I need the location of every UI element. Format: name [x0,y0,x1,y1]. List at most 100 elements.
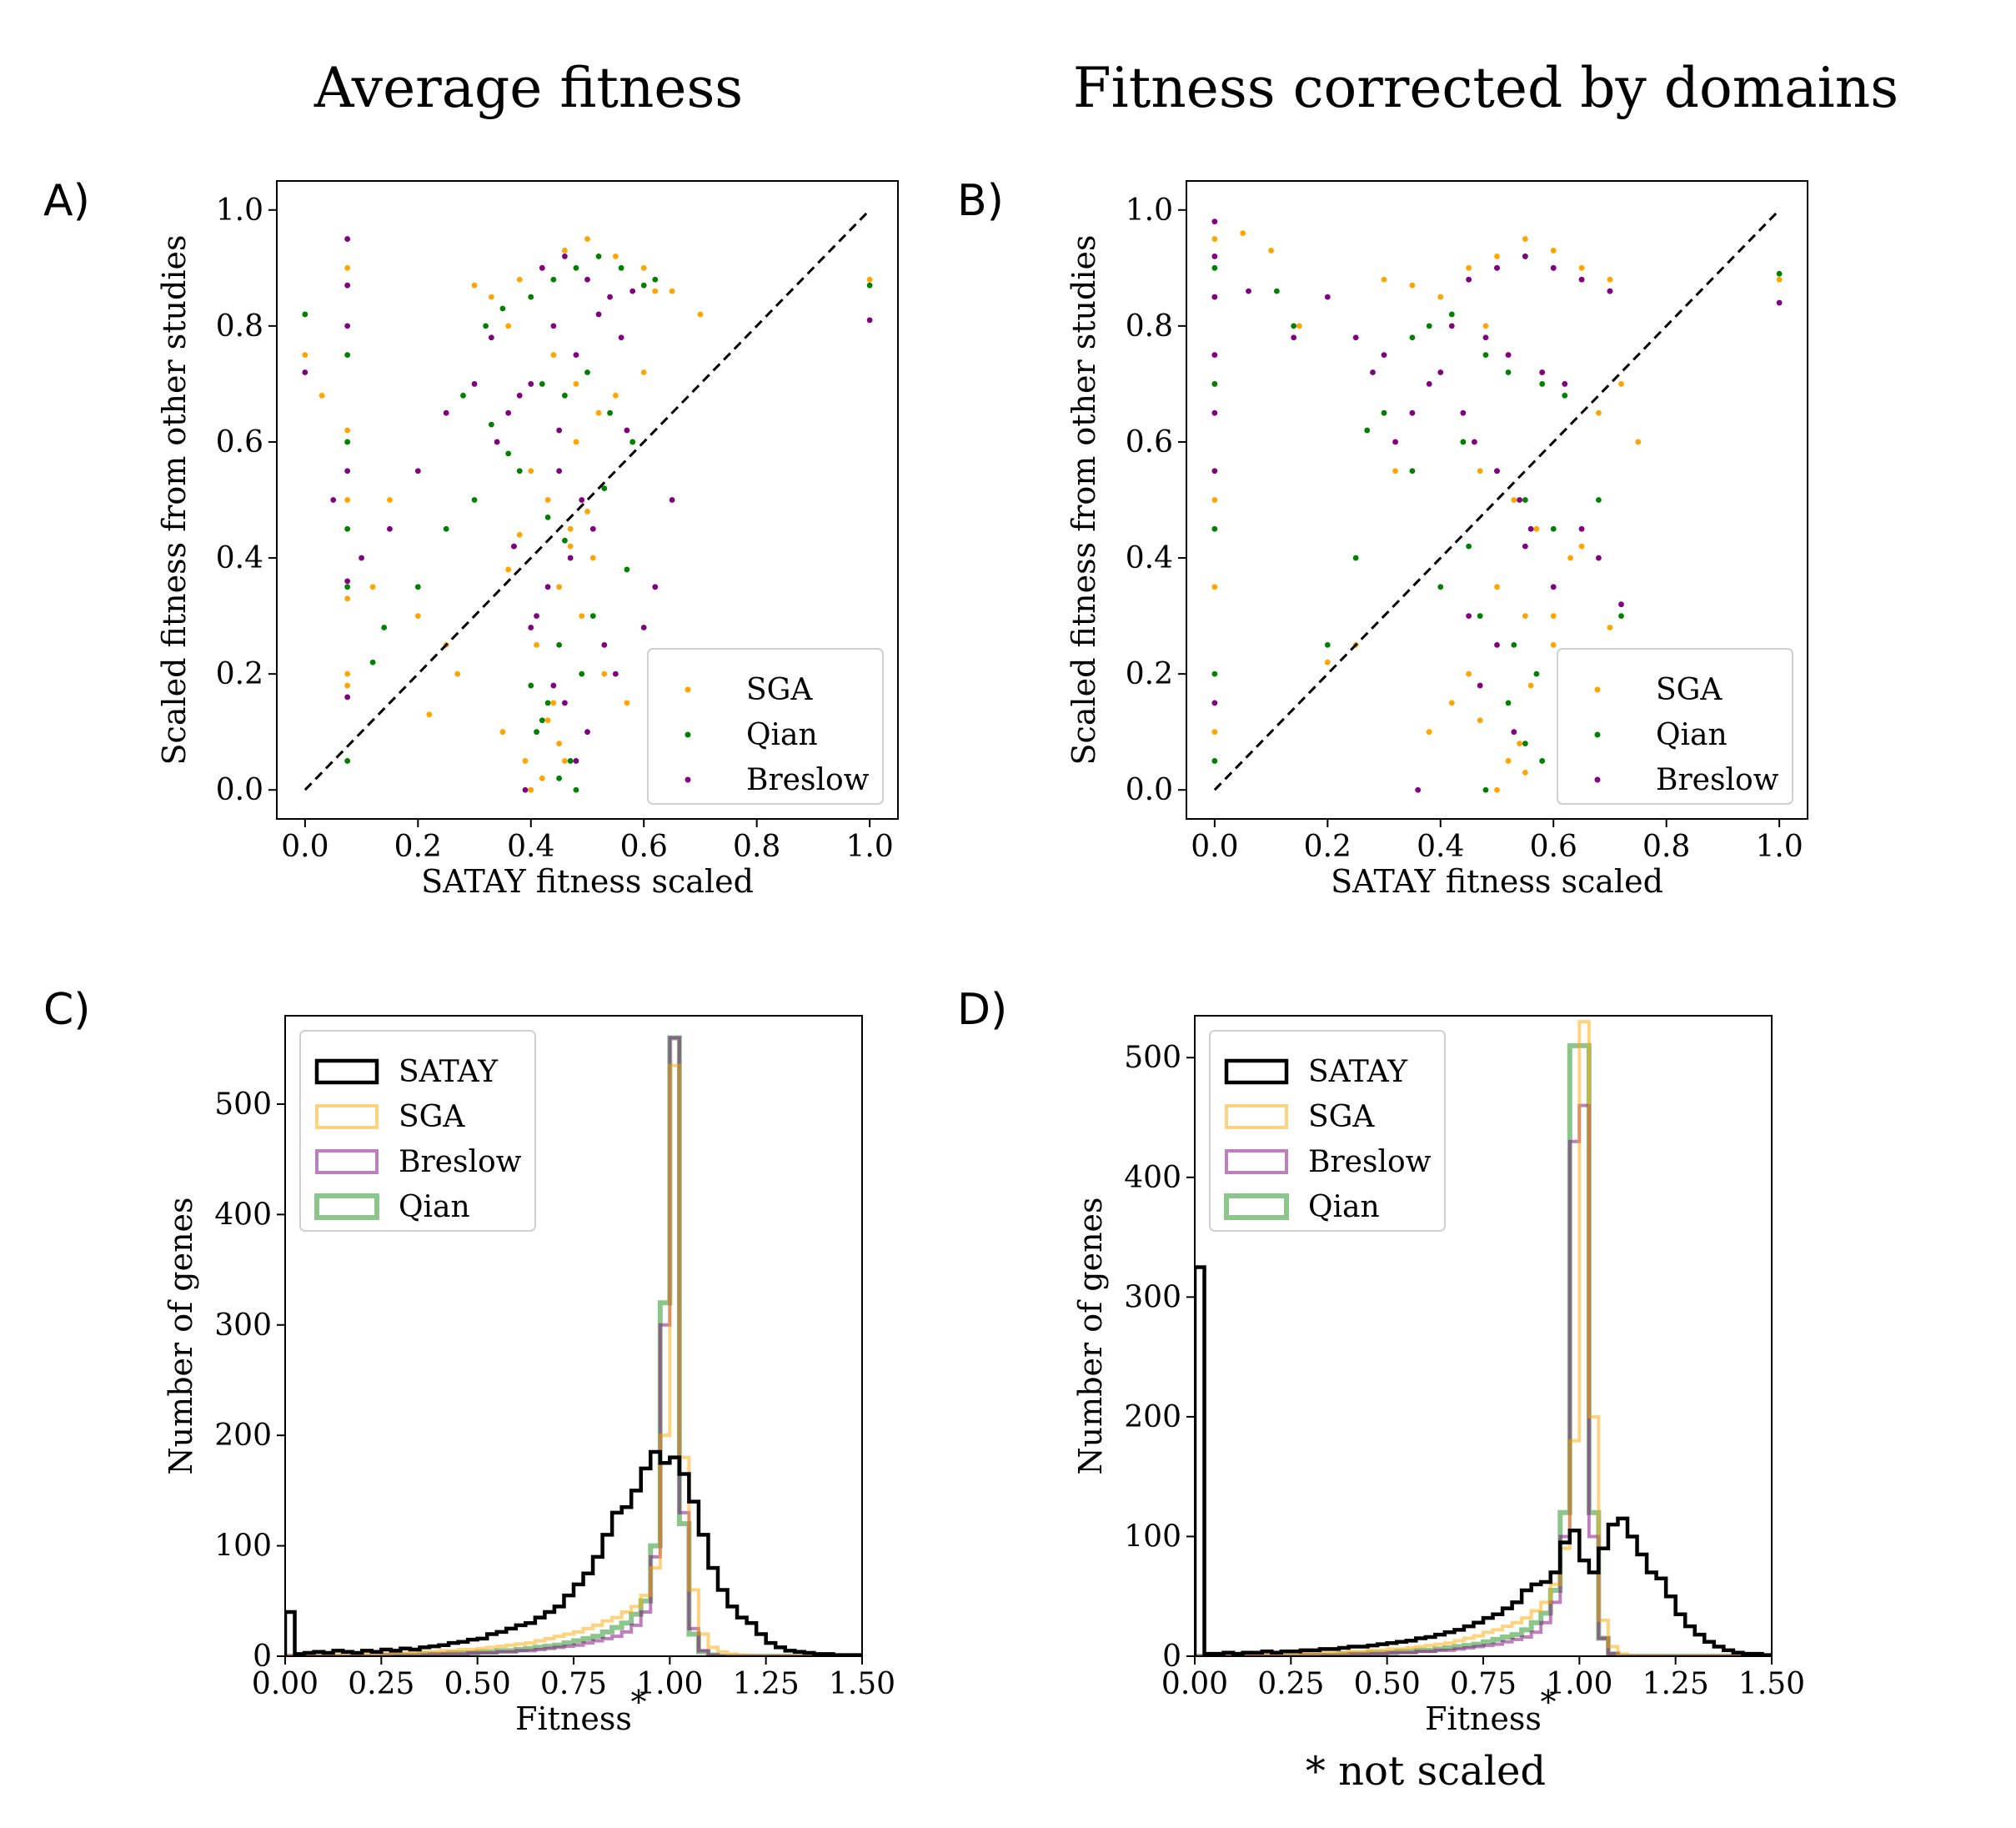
data-point [1578,543,1585,550]
data-point [1494,584,1500,590]
data-point [629,288,636,294]
data-point [573,439,579,445]
data-point [1550,584,1557,590]
y-tick-label: 400 [214,1198,272,1232]
legend-item: SATAY [1224,1055,1408,1089]
data-point [1460,409,1467,416]
data-point [344,758,351,764]
x-tick-label: 1.00 [1546,1667,1612,1701]
data-point [618,334,624,341]
data-point [443,409,449,416]
data-point [1477,717,1483,724]
data-point [1562,381,1568,387]
data-point [640,282,647,289]
legend-item: Qian [1224,1190,1380,1224]
legend-label: Qian [746,718,818,752]
data-point [1527,525,1534,532]
histogram-satay [1195,1265,1772,1656]
data-point [1415,786,1422,793]
y-axis-label: Number of genes [1072,1197,1109,1474]
legend-label: SGA [399,1100,465,1134]
data-point [1392,439,1398,445]
data-point [1296,323,1302,329]
legend-swatch [1224,1193,1289,1220]
data-point [344,352,351,359]
data-point [344,468,351,475]
y-tick-label: 0.2 [1126,657,1173,691]
x-tick-label: 0.75 [1450,1667,1517,1701]
data-point [556,468,563,475]
data-point [652,288,659,294]
data-point [1776,270,1783,277]
data-point [866,317,873,324]
data-point [1517,497,1522,503]
x-axis-label: SATAY fitness scaled [1331,863,1663,900]
data-point [505,409,512,416]
data-point [1472,439,1477,445]
scatter-chart-a: 0.0 0.2 0.4 0.6 0.8 1.0 0.0 0.2 0.4 0.6 0.8 1.0 SATA… [156,180,899,900]
data-point [1211,264,1218,271]
data-point [556,775,563,781]
histogram-sga [1195,1020,1772,1656]
legend-swatch [315,1149,379,1174]
data-point [528,294,534,300]
data-point [1596,409,1602,416]
data-point [629,439,636,445]
legend: SATAY SGA Breslow Qian [299,1030,536,1232]
data-point [1352,334,1359,341]
data-point [1618,601,1624,608]
data-point [1533,525,1540,532]
data-point [595,409,602,416]
data-point [1211,409,1218,416]
x-tick-label: 0.2 [1304,830,1352,864]
legend-item: Qian [314,1190,470,1224]
data-point [1505,352,1512,359]
data-point [488,294,494,300]
data-point [330,497,337,503]
panel-letter-b: B) [957,176,1004,226]
data-point [562,537,568,544]
y-tick-label: 500 [1124,1041,1181,1075]
data-point [528,381,534,387]
data-point [1511,641,1517,648]
data-point [612,254,619,259]
data-point [344,584,351,590]
data-point [1324,659,1331,665]
data-point [652,276,659,283]
legend-marker [685,686,691,693]
data-point [302,311,308,318]
data-point [1381,352,1387,359]
data-point [544,717,551,724]
data-point [1522,254,1528,259]
data-point [302,369,308,375]
plot-frame [284,1015,863,1657]
data-point [573,758,579,764]
data-point [1522,543,1528,550]
x-tick-label: 1.50 [1738,1667,1805,1701]
legend-label: Breslow [1308,1145,1432,1179]
x-axis-label-mark: * [631,1684,647,1720]
data-point [539,381,545,387]
data-point [1437,369,1444,375]
x-axis-label-mark: * [1541,1684,1557,1720]
data-point [550,276,557,283]
data-point [344,497,351,503]
data-point [1550,248,1557,254]
data-point [1409,468,1416,475]
legend-item: SGA [1594,673,1723,707]
legend-item: SGA [315,1100,465,1134]
data-point [539,264,545,271]
data-point [414,468,421,475]
data-point [1324,294,1331,300]
data-point [369,584,376,590]
data-point [601,670,608,677]
data-point [612,670,619,677]
legend-swatch [314,1058,379,1085]
data-point [1409,334,1416,341]
data-point [1409,409,1416,416]
data-point [624,427,630,434]
data-point [584,276,590,283]
data-point [1211,468,1218,475]
y-tick-label: 0.0 [1126,773,1173,807]
